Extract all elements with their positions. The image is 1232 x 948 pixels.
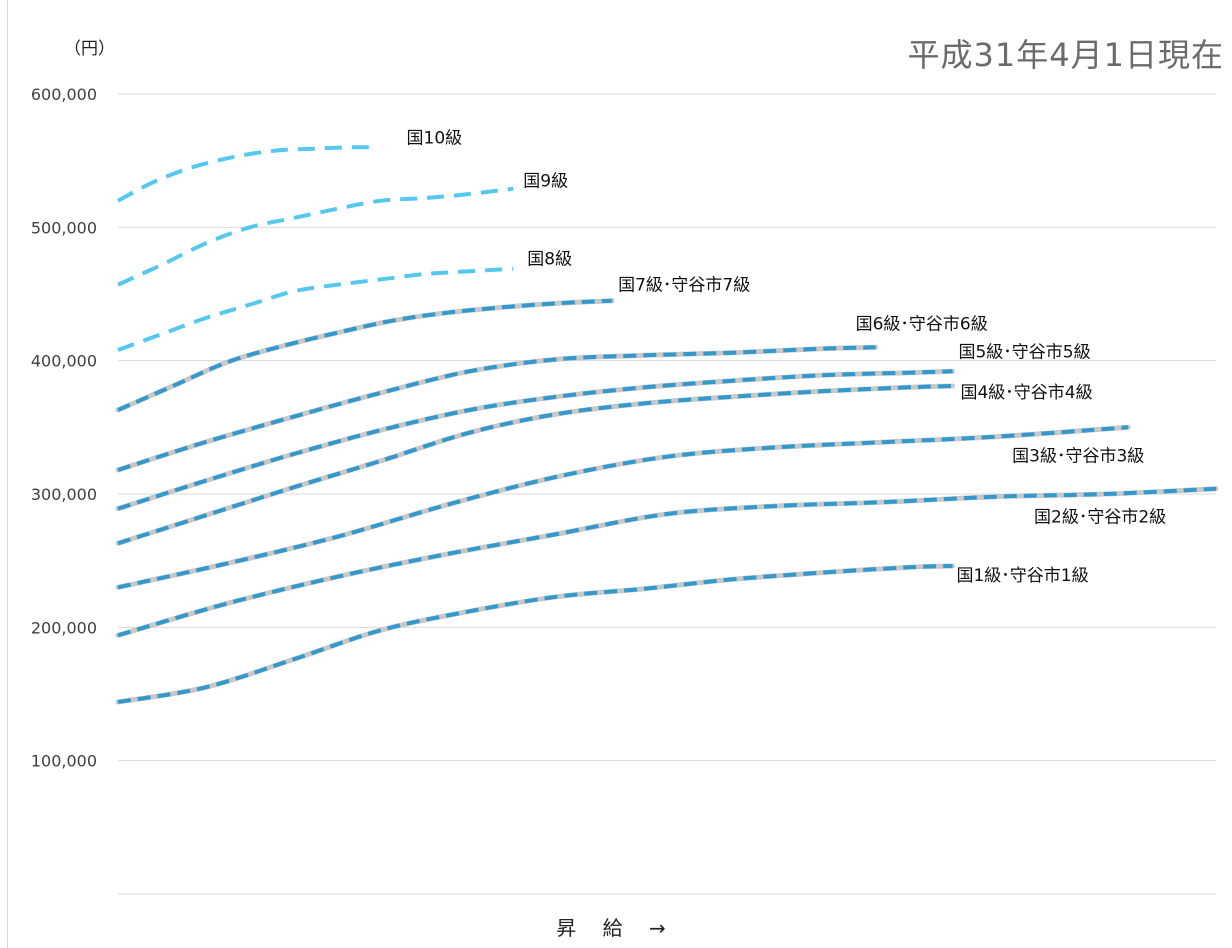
y-axis-unit: （円）: [64, 39, 115, 59]
series-label: 国9級: [523, 172, 568, 192]
series-line-national: [117, 369, 953, 511]
series-line-national: [117, 298, 613, 412]
y-tick-label: 600,000: [31, 85, 97, 104]
series-line-national: [117, 384, 953, 546]
series-line-city: [115, 383, 955, 546]
series-line-city: [115, 298, 615, 413]
series-lines: [115, 145, 1219, 705]
series-line-city: [115, 424, 1131, 590]
series-line-national: [117, 345, 876, 472]
series-line-national: [117, 486, 1217, 638]
x-axis-label: 昇 給 →: [556, 916, 676, 940]
series-label: 国6級･守谷市6級: [856, 314, 988, 334]
series-line-national: [117, 425, 1129, 590]
y-tick-label: 100,000: [31, 752, 97, 771]
chart-title: 平成31年4月1日現在: [907, 36, 1224, 74]
chart-left-border: [7, 0, 8, 948]
series-line-city: [115, 344, 879, 473]
series-line-national: [117, 186, 514, 287]
series-label: 国2級･守谷市2級: [1034, 508, 1166, 528]
series-label: 国4級･守谷市4級: [960, 383, 1092, 403]
series-line-city: [115, 563, 955, 705]
series-line-national: [117, 266, 514, 352]
series-label: 国1級･守谷市1級: [956, 566, 1088, 586]
series-label: 国3級･守谷市3級: [1012, 446, 1144, 466]
series-label: 国5級･守谷市5級: [958, 342, 1090, 362]
y-tick-labels: 100,000 200,000 300,000 400,000 500,000 600,0…: [31, 85, 97, 771]
series-labels: 国10級国9級国8級国7級･守谷市7級国6級･守谷市6級国5級･守谷市5級国4級…: [407, 128, 1167, 586]
series-line-national: [117, 564, 953, 704]
y-tick-label: 300,000: [31, 485, 97, 504]
series-label: 国7級･守谷市7級: [618, 276, 750, 296]
series-label: 国8級: [527, 250, 572, 270]
series-label: 国10級: [407, 128, 463, 148]
y-tick-label: 500,000: [31, 218, 97, 237]
y-tick-label: 400,000: [31, 352, 97, 371]
y-tick-label: 200,000: [31, 618, 97, 637]
series-line-national: [117, 145, 371, 203]
